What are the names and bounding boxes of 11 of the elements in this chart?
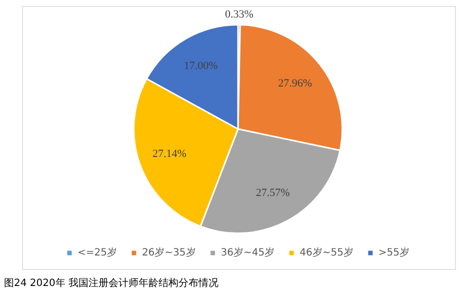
data-label: 17.00% [184, 60, 218, 72]
data-label: 27.14% [152, 148, 186, 160]
legend-label: <=25岁 [77, 246, 117, 259]
legend-label: 46岁~55岁 [300, 246, 354, 259]
data-label: 0.33% [224, 8, 254, 21]
legend-label: >55岁 [378, 246, 410, 259]
legend-label: 26岁~35岁 [142, 246, 196, 259]
legend-label: 36岁~45岁 [220, 246, 275, 259]
caption: 图24 2020年 我国注册会计师年龄结构分布情况 [4, 276, 219, 290]
data-label: 27.57% [256, 187, 290, 200]
data-label: 27.96% [278, 77, 312, 90]
